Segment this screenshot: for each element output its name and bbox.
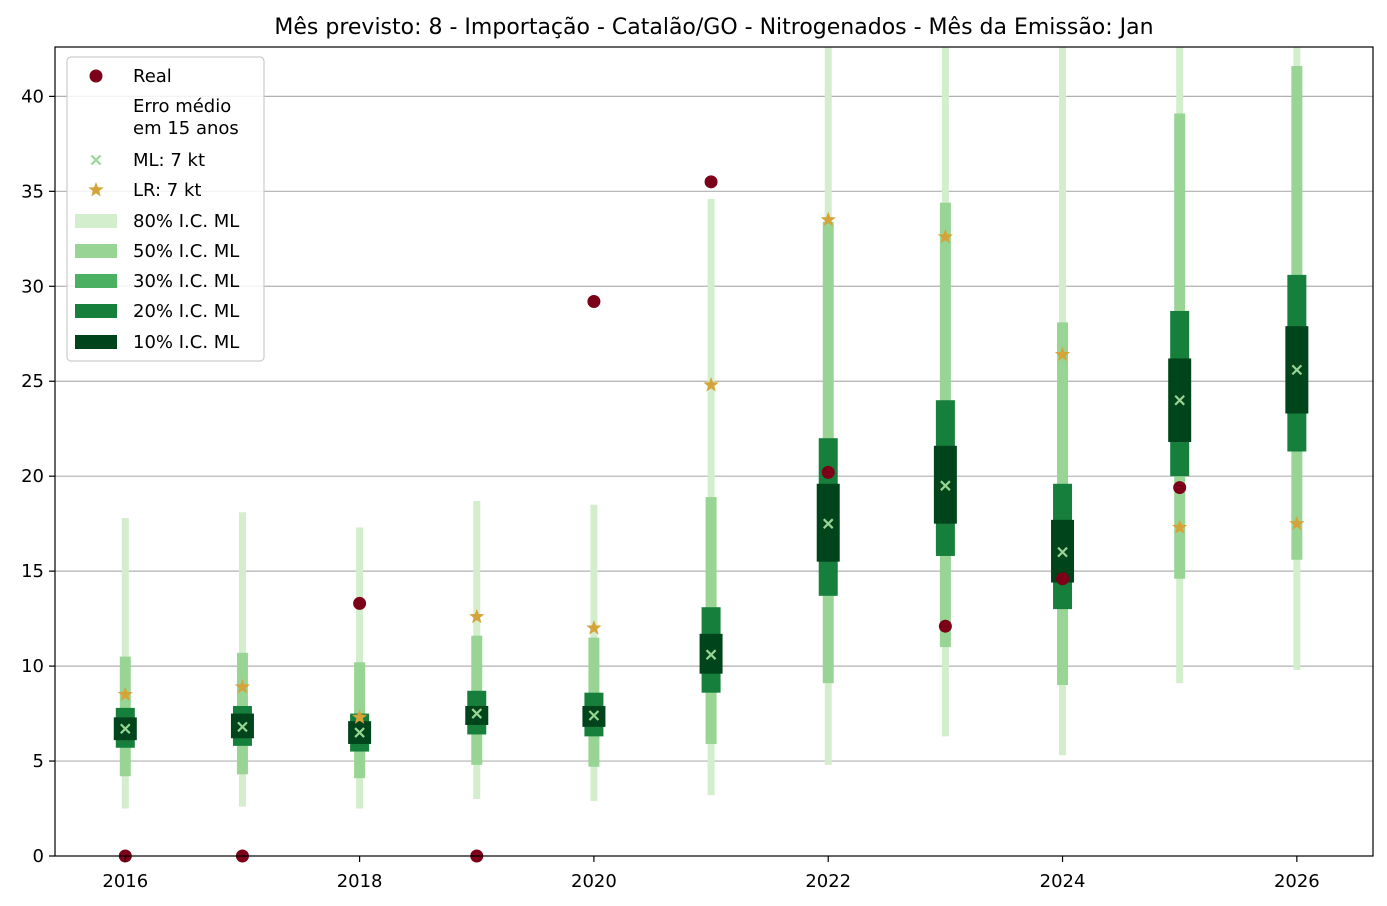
x-tick-label: 2026 xyxy=(1274,871,1320,892)
y-tick-label: 25 xyxy=(21,371,44,392)
y-tick-label: 10 xyxy=(21,656,44,677)
legend-swatch-6 xyxy=(75,274,117,288)
chart-title: Mês previsto: 8 - Importação - Catalão/G… xyxy=(274,15,1153,40)
marker-star xyxy=(1054,346,1071,362)
marker-circle xyxy=(821,465,835,479)
interval-bar-4 xyxy=(465,705,489,725)
legend-swatch-5 xyxy=(75,244,117,258)
marker-circle xyxy=(1173,481,1187,495)
y-tick-label: 40 xyxy=(21,86,44,107)
marker-circle xyxy=(1056,572,1070,586)
marker-star xyxy=(352,709,368,724)
y-tick-label: 0 xyxy=(33,846,44,867)
data-markers xyxy=(117,175,1305,863)
marker-star xyxy=(820,211,836,227)
axis-ticks: 0 5 10 15 20 25 30 35 40 2016 2018 2020 2022 2024 2026 xyxy=(21,86,1320,892)
marker-x xyxy=(705,649,717,660)
legend-label: Real xyxy=(133,66,172,87)
marker-star xyxy=(937,228,953,244)
legend-label: 80% I.C. ML xyxy=(133,211,239,232)
x-tick-label: 2022 xyxy=(805,871,851,892)
y-tick-label: 30 xyxy=(21,276,44,297)
marker-x xyxy=(354,727,365,738)
legend-label: 30% I.C. ML xyxy=(133,271,239,292)
marker-x xyxy=(940,480,951,491)
y-tick-label: 5 xyxy=(33,751,44,772)
x-tick-label: 2018 xyxy=(337,871,383,892)
x-tick-label: 2020 xyxy=(571,871,617,892)
marker-star xyxy=(1172,519,1188,534)
x-tick-label: 2024 xyxy=(1040,871,1086,892)
marker-x xyxy=(1057,546,1068,558)
marker-star xyxy=(586,620,602,635)
legend-label: em 15 anos xyxy=(133,118,239,139)
interval-bars xyxy=(113,47,1309,809)
legend-swatch-0 xyxy=(89,69,103,83)
legend-swatch-7 xyxy=(75,304,117,318)
legend-label: ML: 7 kt xyxy=(133,150,205,171)
marker-circle xyxy=(353,596,367,610)
marker-x xyxy=(471,708,483,719)
marker-star xyxy=(703,377,719,392)
legend-swatch-4 xyxy=(75,214,117,228)
x-tick-label: 2016 xyxy=(102,871,148,892)
marker-circle xyxy=(587,294,601,308)
marker-x xyxy=(1174,394,1185,406)
y-tick-label: 20 xyxy=(21,466,44,487)
marker-x xyxy=(1291,364,1303,376)
marker-star xyxy=(234,678,251,694)
marker-circle xyxy=(938,619,952,633)
plot-frame xyxy=(54,46,1374,857)
marker-x xyxy=(237,721,248,733)
legend-label: 20% I.C. ML xyxy=(133,301,239,322)
marker-star xyxy=(1289,515,1305,531)
marker-x xyxy=(588,710,600,721)
y-tick-label: 35 xyxy=(21,181,44,202)
marker-star xyxy=(117,686,133,702)
legend-swatch-8 xyxy=(75,335,117,349)
y-tick-label: 15 xyxy=(21,561,44,582)
marker-x xyxy=(120,723,131,735)
marker-star xyxy=(469,608,485,624)
legend-swatch-3 xyxy=(88,182,104,197)
marker-circle xyxy=(704,175,718,189)
legend-label: Erro médio xyxy=(133,96,231,117)
legend-swatch-2 xyxy=(90,154,102,166)
legend-label: 10% I.C. ML xyxy=(133,332,239,353)
marker-x xyxy=(822,518,834,529)
legend-label: LR: 7 kt xyxy=(133,180,201,201)
legend-label: 50% I.C. ML xyxy=(133,241,239,262)
